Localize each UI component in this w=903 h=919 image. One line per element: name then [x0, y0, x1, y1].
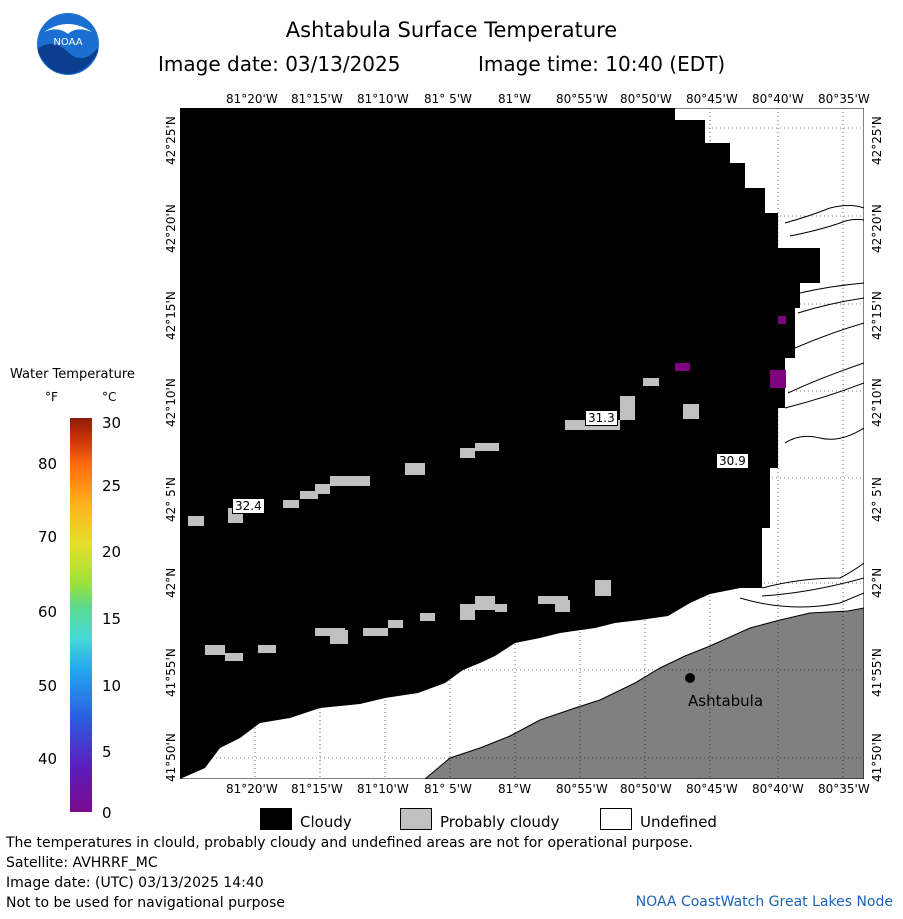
lon-tick: 81°15'W: [291, 782, 343, 796]
footer-utc-date: Image date: (UTC) 03/13/2025 14:40: [6, 875, 264, 891]
lon-tick: 81°W: [498, 782, 532, 796]
lat-tick: 41°50'N: [164, 733, 178, 782]
temp-label: 30.9: [716, 453, 749, 469]
lon-tick: 81° 5'W: [424, 92, 472, 106]
lat-tick: 42°10'N: [164, 378, 178, 427]
c-tick: 0: [102, 804, 112, 822]
image-date: Image date: 03/13/2025: [158, 52, 401, 76]
unit-c: °C: [102, 390, 117, 404]
lon-tick: 81°20'W: [226, 782, 278, 796]
lat-tick: 42°25'N: [870, 116, 884, 165]
lon-tick: 81° 5'W: [424, 782, 472, 796]
noaa-logo: NOAA: [37, 13, 99, 75]
lat-tick: 41°55'N: [870, 648, 884, 697]
lon-tick: 80°50'W: [620, 92, 672, 106]
warm-pixels: [675, 316, 786, 388]
f-tick: 80: [38, 455, 58, 473]
lat-tick: 42°10'N: [870, 378, 884, 427]
lat-tick: 42°15'N: [870, 291, 884, 340]
lon-tick: 81°20'W: [226, 92, 278, 106]
page-title: Ashtabula Surface Temperature: [285, 18, 618, 42]
image-time: Image time: 10:40 (EDT): [478, 52, 726, 76]
sst-map: [180, 108, 864, 779]
lat-tick: 42°25'N: [164, 116, 178, 165]
undefined-swatch: [600, 808, 632, 830]
city-label: Ashtabula: [688, 692, 764, 710]
contour-lines: [739, 205, 864, 608]
lon-tick: 80°55'W: [556, 92, 608, 106]
lat-tick: 42°15'N: [164, 291, 178, 340]
f-tick: 50: [38, 677, 58, 695]
f-tick: 70: [38, 528, 58, 546]
undefined-label: Undefined: [640, 813, 717, 831]
credit-label: NOAA CoastWatch Great Lakes Node: [635, 894, 893, 910]
temp-label: 32.4: [232, 498, 265, 514]
c-tick: 20: [102, 543, 122, 561]
c-tick: 15: [102, 610, 122, 628]
cloudy-swatch: [260, 808, 292, 830]
temp-label: 31.3: [585, 410, 618, 426]
footer-note: The temperatures in clould, probably clo…: [6, 835, 693, 851]
lat-tick: 42° 5'N: [164, 477, 178, 522]
lat-tick: 42° 5'N: [870, 477, 884, 522]
cloudy-area: [180, 108, 820, 779]
lon-tick: 80°45'W: [686, 782, 738, 796]
lat-tick: 41°50'N: [870, 733, 884, 782]
lat-tick: 42°N: [870, 567, 884, 598]
lon-tick: 80°55'W: [556, 782, 608, 796]
lat-tick: 42°N: [164, 567, 178, 598]
lon-tick: 80°35'W: [818, 92, 870, 106]
svg-text:NOAA: NOAA: [53, 37, 82, 48]
scale-title: Water Temperature: [10, 367, 135, 382]
lon-tick: 81°15'W: [291, 92, 343, 106]
lon-tick: 80°45'W: [686, 92, 738, 106]
lat-tick: 41°55'N: [164, 648, 178, 697]
ashtabula-marker: [685, 673, 695, 683]
lat-tick: 42°20'N: [870, 204, 884, 253]
c-tick: 25: [102, 477, 122, 495]
lat-tick: 42°20'N: [164, 204, 178, 253]
lon-tick: 81°W: [498, 92, 532, 106]
lon-tick: 81°10'W: [357, 782, 409, 796]
lon-tick: 80°35'W: [818, 782, 870, 796]
f-tick: 60: [38, 603, 58, 621]
color-scale-bar: [70, 418, 92, 812]
footer-nav-note: Not to be used for navigational purpose: [6, 895, 285, 911]
lon-tick: 80°50'W: [620, 782, 672, 796]
lon-tick: 80°40'W: [752, 92, 804, 106]
footer-satellite: Satellite: AVHRRF_MC: [6, 855, 158, 871]
c-tick: 10: [102, 677, 122, 695]
unit-f: °F: [45, 390, 58, 404]
cloudy-label: Cloudy: [300, 813, 352, 831]
f-tick: 40: [38, 750, 58, 768]
c-tick: 5: [102, 743, 112, 761]
land-area: [425, 608, 864, 779]
lon-tick: 80°40'W: [752, 782, 804, 796]
c-tick: 30: [102, 414, 122, 432]
probably-cloudy-label: Probably cloudy: [440, 813, 560, 831]
probably-cloudy-swatch: [400, 808, 432, 830]
lon-tick: 81°10'W: [357, 92, 409, 106]
